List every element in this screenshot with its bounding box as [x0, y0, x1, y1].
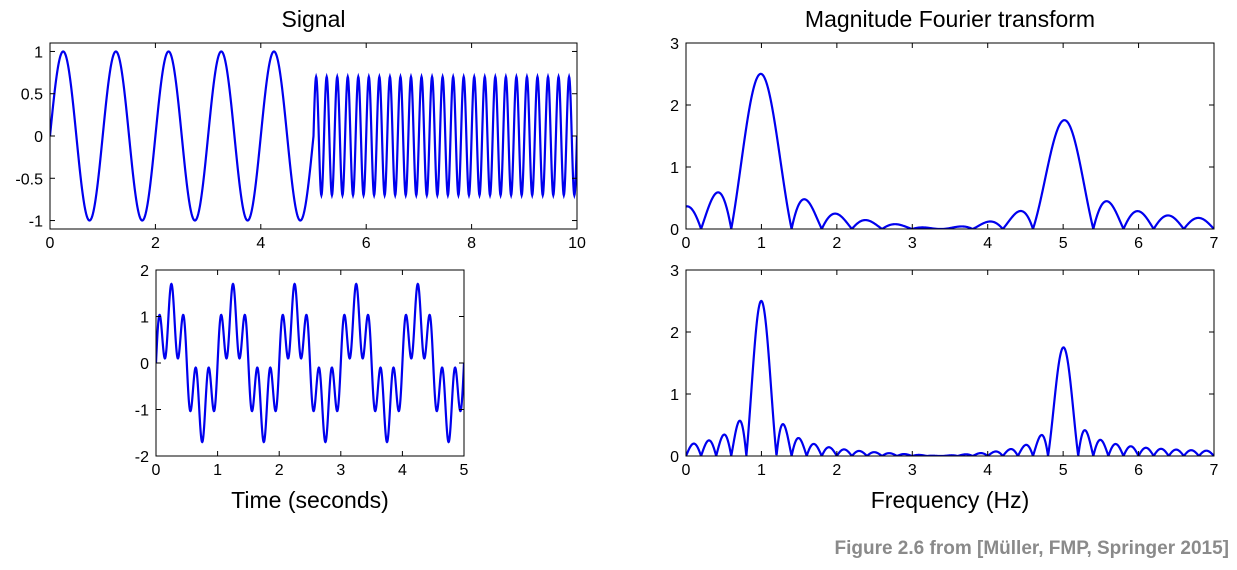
x-tick-label: 2: [151, 235, 160, 252]
y-tick-label: -0.5: [15, 171, 43, 188]
series-line: [156, 282, 464, 444]
y-tick-label: 3: [670, 263, 679, 280]
x-tick-label: 3: [908, 462, 917, 479]
y-tick-label: -1: [135, 403, 149, 420]
x-tick-label: 4: [256, 235, 265, 252]
x-tick-label: 6: [1134, 462, 1143, 479]
subplot-3: 0 1 2 3 4 5 6 7 0 1 2 3 Magnitude Fourier transform: [670, 6, 1218, 252]
axes-frame: [685, 42, 1215, 230]
x-tick-label: 5: [1059, 235, 1068, 252]
x-axis-label: Frequency (Hz): [871, 487, 1029, 513]
x-tick-label: 5: [1059, 462, 1068, 479]
chart-title: Signal: [282, 6, 346, 32]
x-tick-label: 7: [1210, 462, 1219, 479]
y-tick-label: -1: [29, 214, 43, 231]
y-tick-label: -2: [135, 449, 149, 466]
chart-title: Magnitude Fourier transform: [805, 6, 1095, 32]
y-tick-label: 2: [670, 98, 679, 115]
y-tick-label: 0.5: [21, 87, 43, 104]
x-tick-label: 0: [152, 462, 161, 479]
y-tick-label: 2: [670, 325, 679, 342]
x-tick-label: 6: [1134, 235, 1143, 252]
series-line: [686, 299, 1214, 456]
y-tick-label: 1: [670, 387, 679, 404]
x-tick-label: 7: [1210, 235, 1219, 252]
x-tick-label: 2: [832, 235, 841, 252]
subplot-1: 0 2 4 6 8 10 -1 -0.5 0 0.5 1 Signal: [15, 6, 586, 252]
axes-frame: [685, 269, 1215, 457]
y-tick-label: 1: [140, 310, 149, 327]
x-tick-label: 1: [213, 462, 222, 479]
x-tick-label: 10: [568, 235, 586, 252]
x-tick-label: 1: [757, 235, 766, 252]
x-tick-label: 2: [275, 462, 284, 479]
x-tick-label: 6: [362, 235, 371, 252]
x-tick-label: 0: [682, 235, 691, 252]
subplot-2: 0 1 2 3 4 5 -2 -1 0 1 2 Time (seconds): [135, 263, 469, 513]
x-tick-label: 0: [682, 462, 691, 479]
y-tick-label: 0: [34, 129, 43, 146]
x-tick-label: 3: [336, 462, 345, 479]
x-tick-label: 5: [460, 462, 469, 479]
x-tick-label: 8: [467, 235, 476, 252]
x-tick-label: 4: [398, 462, 407, 479]
y-tick-label: 2: [140, 263, 149, 280]
x-tick-label: 1: [757, 462, 766, 479]
y-tick-label: 0: [140, 356, 149, 373]
x-tick-label: 4: [983, 235, 992, 252]
x-tick-label: 3: [908, 235, 917, 252]
y-tick-label: 1: [670, 160, 679, 177]
y-tick-label: 1: [34, 44, 43, 61]
x-tick-label: 4: [983, 462, 992, 479]
y-tick-label: 0: [670, 449, 679, 466]
series-line: [50, 50, 577, 222]
x-tick-label: 2: [832, 462, 841, 479]
subplot-4: 0 1 2 3 4 5 6 7 0 1 2 3 Frequency (Hz): [670, 263, 1218, 513]
x-axis-label: Time (seconds): [231, 487, 389, 513]
y-tick-label: 0: [670, 222, 679, 239]
figure-caption: Figure 2.6 from [Müller, FMP, Springer 2…: [834, 538, 1229, 559]
series-line: [686, 72, 1214, 229]
x-tick-label: 0: [46, 235, 55, 252]
y-tick-label: 3: [670, 36, 679, 53]
